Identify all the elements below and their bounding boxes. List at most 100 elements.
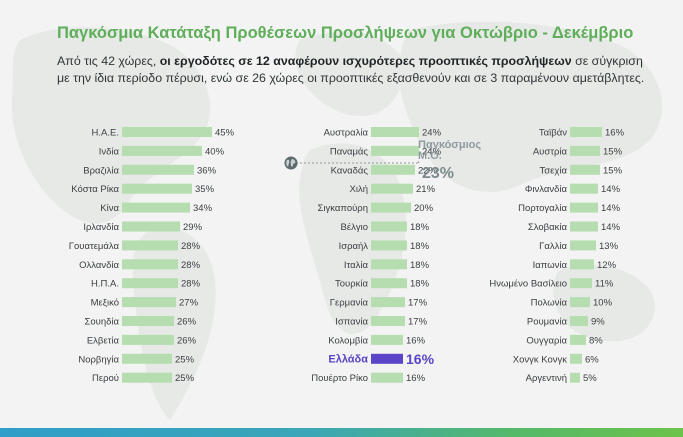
category-label: Μεξικό <box>91 298 119 309</box>
bar <box>570 372 580 383</box>
bar <box>122 316 174 326</box>
category-label: Ελλάδα <box>328 353 368 365</box>
value-label: 5% <box>583 373 597 384</box>
intro-bold: οι εργοδότες σε 12 αναφέρουν ισχυρότερες… <box>159 54 572 68</box>
category-label: Κόστα Ρίκα <box>71 184 119 195</box>
value-label: 18% <box>410 241 430 252</box>
value-label: 26% <box>177 335 197 346</box>
value-label: 22% <box>418 165 438 176</box>
value-label: 13% <box>599 241 619 252</box>
bar <box>570 183 598 194</box>
bar <box>371 334 403 345</box>
value-label: 14% <box>601 184 621 195</box>
bar <box>122 164 194 175</box>
category-label: Βέλγιο <box>341 222 368 233</box>
value-label: 26% <box>177 317 197 328</box>
category-label: Η.Π.Α. <box>91 279 119 290</box>
bar <box>570 353 582 364</box>
value-label: 16% <box>406 373 426 384</box>
bar <box>122 297 176 308</box>
category-label: Γερμανία <box>330 298 369 309</box>
category-label: Ινδία <box>99 146 120 157</box>
bar <box>570 145 600 156</box>
category-label: Περού <box>92 373 119 384</box>
value-label: 28% <box>181 260 201 271</box>
value-label: 14% <box>601 222 621 233</box>
category-label: Χιλή <box>350 184 368 195</box>
value-label: 28% <box>181 279 201 290</box>
value-label: 40% <box>205 146 225 157</box>
value-label: 11% <box>595 279 614 290</box>
category-label: Αυστραλία <box>324 128 369 139</box>
value-label: 29% <box>183 222 203 233</box>
value-label: 21% <box>416 184 436 195</box>
bar <box>570 164 600 175</box>
category-label: Σλοβακία <box>528 222 568 233</box>
bar <box>371 372 403 383</box>
category-label: Ελβετία <box>87 335 120 346</box>
category-label: Φινλανδία <box>525 184 568 195</box>
bar <box>570 316 588 326</box>
category-label: Πολωνία <box>531 298 568 309</box>
category-label: Ιρλανδία <box>83 222 119 233</box>
bar <box>122 202 190 213</box>
value-label: 6% <box>585 354 599 365</box>
bar <box>570 297 590 308</box>
globe-icon <box>284 156 298 170</box>
value-label: 17% <box>408 317 428 328</box>
value-label: 24% <box>422 146 442 157</box>
category-label: Κίνα <box>100 203 119 214</box>
category-label: Η.Α.Ε. <box>92 128 119 139</box>
value-label: 16% <box>406 351 435 367</box>
category-label: Αυστρία <box>533 146 568 157</box>
bar <box>371 183 413 194</box>
category-label: Σιγκαπούρη <box>318 203 368 214</box>
category-label: Ισραήλ <box>339 241 369 252</box>
category-label: Αργεντινή <box>526 373 567 384</box>
bar <box>122 240 178 251</box>
bar <box>570 334 586 345</box>
category-label: Ουγγαρία <box>526 335 567 346</box>
category-label: Γουατεμάλα <box>69 241 120 252</box>
category-label: Νορβηγία <box>78 354 119 365</box>
value-label: 9% <box>591 317 605 328</box>
value-label: 15% <box>603 165 623 176</box>
value-label: 24% <box>422 128 442 139</box>
value-label: 16% <box>605 128 625 139</box>
bar <box>570 202 598 213</box>
value-label: 34% <box>193 203 213 214</box>
global-average-connector <box>417 159 420 164</box>
bar <box>371 278 407 289</box>
value-label: 17% <box>408 298 428 309</box>
value-label: 15% <box>603 146 623 157</box>
value-label: 45% <box>215 128 235 139</box>
bar <box>570 221 598 232</box>
value-label: 28% <box>181 241 201 252</box>
value-label: 20% <box>414 203 434 214</box>
category-label: Ισπανία <box>335 317 368 328</box>
value-label: 16% <box>406 335 426 346</box>
bottom-gradient-band <box>0 428 683 437</box>
bar <box>371 316 405 326</box>
bar <box>371 127 419 137</box>
bar <box>371 353 403 364</box>
bar <box>122 259 178 270</box>
bar <box>371 221 407 232</box>
bar <box>570 278 592 289</box>
bar <box>371 240 407 251</box>
category-label: Πουέρτο Ρίκο <box>311 373 368 384</box>
category-label: Τσεχία <box>540 165 568 176</box>
bar <box>570 259 594 270</box>
bar <box>122 221 180 232</box>
category-label: Τουρκία <box>335 279 369 290</box>
intro-text: Από τις 42 χώρες, οι εργοδότες σε 12 ανα… <box>57 53 657 87</box>
value-label: 18% <box>410 222 430 233</box>
value-label: 18% <box>410 279 430 290</box>
bar <box>122 145 202 156</box>
category-label: Καναδάς <box>331 165 369 176</box>
bar <box>122 183 192 194</box>
category-label: Ιαπωνία <box>533 260 568 271</box>
value-label: 14% <box>601 203 621 214</box>
bar <box>371 145 419 156</box>
value-label: 27% <box>179 298 199 309</box>
